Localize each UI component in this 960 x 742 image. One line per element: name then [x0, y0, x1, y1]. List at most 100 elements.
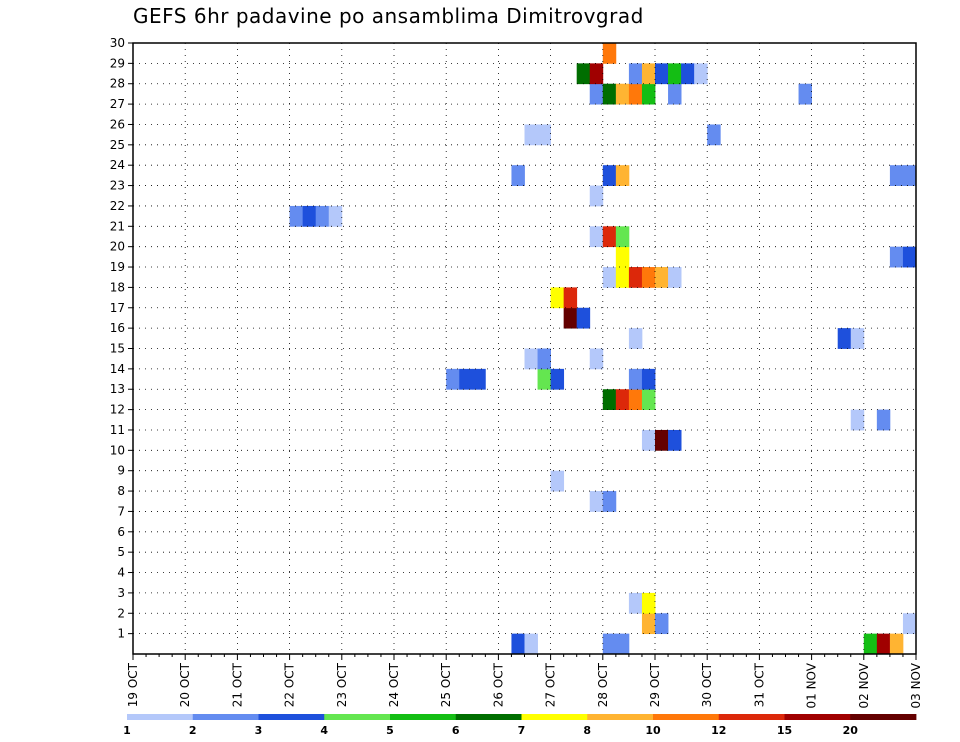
x-tick-label: 29 OCT — [648, 662, 662, 707]
x-tick-label: 21 OCT — [230, 662, 244, 707]
precip-cell — [655, 63, 669, 85]
precip-cell — [602, 43, 617, 64]
precip-cell — [615, 165, 630, 186]
x-tick-label: 26 OCT — [491, 662, 505, 707]
precip-cell — [589, 491, 604, 512]
x-tick-label: 30 OCT — [700, 662, 714, 707]
precip-cell — [589, 226, 604, 248]
precip-cell — [563, 287, 578, 309]
precip-cell — [707, 124, 721, 146]
legend-swatch — [521, 714, 588, 720]
precip-cell — [511, 165, 525, 186]
precip-cell — [524, 124, 538, 146]
y-tick-label: 24 — [110, 158, 125, 172]
y-tick-label: 15 — [110, 342, 125, 356]
y-tick-label: 29 — [110, 56, 125, 70]
x-tick-label: 31 OCT — [752, 662, 766, 707]
y-tick-label: 19 — [110, 260, 125, 274]
precip-cell — [876, 409, 891, 431]
precip-cell — [328, 205, 343, 227]
x-tick-label: 24 OCT — [387, 662, 401, 707]
x-tick-label: 03 NOV — [909, 662, 923, 708]
precip-cell — [641, 613, 656, 635]
y-tick-label: 22 — [110, 199, 125, 213]
color-legend: 1 2 3 4 5 6 7 8 10 12 15 20 — [123, 714, 917, 737]
y-tick-label: 27 — [110, 97, 125, 111]
y-tick-label: 16 — [110, 321, 125, 335]
y-tick-label: 1 — [117, 627, 125, 641]
y-tick-label: 12 — [110, 403, 125, 417]
precip-cell — [589, 185, 604, 207]
precip-cell — [628, 328, 643, 349]
legend-label: 2 — [189, 724, 197, 737]
y-tick-label: 4 — [117, 566, 125, 580]
x-tick-label: 27 OCT — [544, 662, 558, 707]
precip-cell — [837, 328, 852, 349]
precip-cell — [889, 246, 904, 268]
precip-cell — [655, 613, 669, 635]
chart-title: GEFS 6hr padavine po ansamblima Dimitrov… — [133, 4, 644, 28]
precip-cell — [537, 124, 551, 146]
legend-label: 3 — [255, 724, 263, 737]
precip-cell — [850, 409, 865, 431]
legend-swatch — [390, 714, 457, 720]
precip-cell — [446, 368, 460, 390]
y-tick-label: 13 — [110, 382, 125, 396]
y-tick-label: 11 — [110, 423, 125, 437]
x-tick-label: 22 OCT — [283, 662, 297, 707]
legend-label: 7 — [518, 724, 526, 737]
x-tick-label: 20 OCT — [178, 662, 192, 707]
precip-cell — [615, 633, 630, 655]
precip-cell — [589, 348, 604, 370]
precip-cell — [876, 633, 891, 655]
precip-cell — [563, 307, 578, 329]
x-tick-label: 19 OCT — [126, 662, 140, 707]
y-tick-label: 5 — [117, 545, 125, 559]
precip-cell — [602, 83, 617, 105]
precip-cell — [602, 491, 617, 512]
x-axis: 19 OCT 20 OCT 21 OCT 22 OCT 23 OCT 24 OCT 25 O… — [126, 654, 923, 709]
precip-cell — [668, 63, 682, 85]
precip-cell — [902, 165, 917, 186]
y-tick-label: 20 — [110, 240, 125, 254]
precip-cell — [641, 83, 656, 105]
legend-swatch — [850, 714, 917, 720]
legend-label: 4 — [320, 724, 328, 737]
y-axis: 1234567891011121314151617181920212223242… — [110, 36, 133, 641]
x-tick-label: 02 NOV — [857, 662, 871, 708]
y-tick-label: 6 — [117, 525, 125, 539]
precip-cell — [550, 368, 565, 390]
precip-cell — [615, 83, 630, 105]
precip-cell — [589, 83, 604, 105]
legend-label: 8 — [583, 724, 591, 737]
precip-cell — [615, 246, 630, 268]
y-tick-label: 2 — [117, 606, 125, 620]
precip-cell — [472, 368, 486, 390]
precip-cells — [289, 43, 917, 655]
legend-label: 12 — [711, 724, 726, 737]
precip-cell — [681, 63, 695, 85]
legend-swatch — [653, 714, 720, 720]
precip-cell — [537, 348, 551, 370]
precip-cell — [902, 613, 917, 635]
precip-cell — [602, 633, 617, 655]
y-tick-label: 26 — [110, 117, 125, 131]
precip-cell — [459, 368, 473, 390]
precip-cell — [589, 63, 604, 85]
legend-swatch — [192, 714, 259, 720]
y-tick-label: 10 — [110, 443, 125, 457]
legend-label: 15 — [777, 724, 792, 737]
legend-swatch — [258, 714, 325, 720]
precip-cell — [655, 267, 669, 288]
precip-cell — [641, 389, 656, 410]
x-tick-label: 23 OCT — [335, 662, 349, 707]
y-tick-label: 23 — [110, 179, 125, 193]
precip-cell — [668, 267, 682, 288]
precip-cell — [524, 633, 538, 655]
legend-swatch — [587, 714, 654, 720]
precip-cell — [641, 63, 656, 85]
precip-cell — [576, 63, 591, 85]
precip-cell — [863, 633, 878, 655]
legend-swatch — [718, 714, 785, 720]
